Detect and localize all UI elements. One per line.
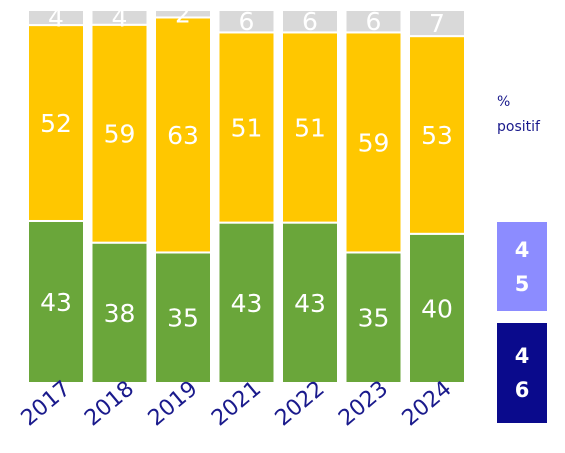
bar-green-2017 xyxy=(27,219,85,384)
badge-positive-2024: 46 xyxy=(497,323,547,423)
data-label-gray-2019: 2 xyxy=(175,0,191,29)
data-label-gray-2022: 6 xyxy=(302,7,318,36)
data-label-yellow-2021: 51 xyxy=(231,113,263,142)
bar-gray-2021 xyxy=(217,9,276,34)
bar-yellow-2022 xyxy=(281,31,339,224)
data-label-gray-2018: 4 xyxy=(112,3,128,32)
x-tick-2018: 2018 xyxy=(80,376,139,431)
unit-sublabel: positif xyxy=(497,119,540,135)
bar-gray-2019 xyxy=(154,9,212,19)
bar-gray-2024 xyxy=(408,9,466,38)
data-label-yellow-2018: 59 xyxy=(104,120,136,149)
x-tick-2024: 2024 xyxy=(398,376,457,431)
data-label-yellow-2022: 51 xyxy=(294,113,326,142)
data-label-green-2018: 38 xyxy=(104,299,136,328)
x-tick-2023: 2023 xyxy=(334,376,393,431)
bar-yellow-2017 xyxy=(27,24,85,222)
data-label-green-2019: 35 xyxy=(167,304,199,333)
bar-yellow-2018 xyxy=(90,23,149,244)
bar-green-2018 xyxy=(90,241,149,384)
data-label-gray-2023: 6 xyxy=(366,7,382,36)
bar-yellow-2021 xyxy=(217,31,276,224)
data-label-yellow-2017: 52 xyxy=(40,109,72,138)
data-label-gray-2017: 4 xyxy=(48,4,64,33)
x-tick-2017: 2017 xyxy=(17,376,76,431)
bar-green-2019 xyxy=(154,251,212,384)
data-label-green-2017: 43 xyxy=(40,288,72,317)
bar-yellow-2023 xyxy=(344,31,403,254)
bar-gray-2023 xyxy=(344,9,403,34)
badge-positive-2023: 45 xyxy=(497,222,547,311)
data-label-yellow-2024: 53 xyxy=(421,121,453,150)
data-label-green-2024: 40 xyxy=(421,294,453,323)
unit-label: % xyxy=(497,94,511,110)
bar-green-2023 xyxy=(344,251,403,384)
x-tick-2022: 2022 xyxy=(271,376,330,431)
data-label-yellow-2019: 63 xyxy=(167,121,199,150)
bar-gray-2022 xyxy=(281,9,339,34)
data-label-green-2022: 43 xyxy=(294,289,326,318)
x-tick-2019: 2019 xyxy=(144,376,203,431)
bar-gray-2018 xyxy=(90,9,149,26)
data-label-green-2023: 35 xyxy=(358,304,390,333)
bar-yellow-2019 xyxy=(154,16,212,254)
bar-green-2022 xyxy=(281,221,339,384)
data-label-gray-2021: 6 xyxy=(239,7,255,36)
bar-gray-2017 xyxy=(27,9,85,27)
data-label-green-2021: 43 xyxy=(231,289,263,318)
data-label-yellow-2023: 59 xyxy=(358,128,390,157)
x-tick-2021: 2021 xyxy=(207,376,266,431)
data-label-gray-2024: 7 xyxy=(429,9,445,38)
bar-green-2021 xyxy=(217,221,276,384)
